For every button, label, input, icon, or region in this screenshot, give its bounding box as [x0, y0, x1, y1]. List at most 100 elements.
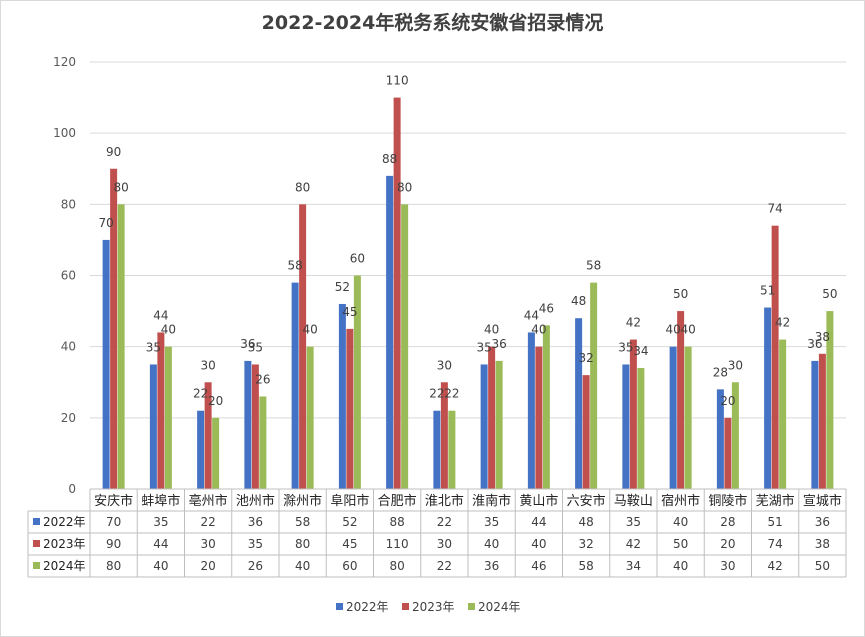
- bar-1-12: [677, 311, 685, 489]
- data-label: 20: [208, 394, 223, 408]
- table-cell: 50: [815, 559, 830, 573]
- bar-0-2: [197, 410, 205, 489]
- data-label: 40: [665, 323, 680, 337]
- table-cell: 40: [153, 559, 168, 573]
- bar-0-6: [386, 175, 394, 489]
- bar-1-5: [346, 328, 354, 489]
- table-cell: 26: [248, 559, 263, 573]
- category-label: 黄山市: [519, 493, 558, 509]
- bar-0-15: [811, 360, 819, 489]
- bar-2-10: [590, 282, 598, 489]
- bar-1-9: [535, 346, 543, 489]
- data-label: 28: [713, 365, 728, 379]
- data-label: 90: [106, 145, 121, 159]
- data-label: 30: [437, 358, 452, 372]
- table-series-name: 2024年: [43, 559, 86, 573]
- category-label: 亳州市: [189, 493, 228, 509]
- data-label: 36: [240, 337, 255, 351]
- data-label: 58: [586, 259, 601, 273]
- data-label: 42: [626, 316, 641, 330]
- category-label: 池州市: [236, 493, 275, 509]
- table-cell: 40: [484, 537, 499, 551]
- table-series-name: 2023年: [43, 537, 86, 551]
- data-label: 35: [248, 340, 263, 354]
- data-label: 48: [571, 294, 586, 308]
- category-label: 六安市: [567, 493, 606, 509]
- bar-2-15: [826, 311, 834, 489]
- table-cell: 34: [626, 559, 641, 573]
- bar-1-11: [629, 339, 637, 489]
- bar-1-4: [299, 204, 307, 490]
- bar-0-12: [669, 346, 677, 489]
- bar-0-9: [527, 332, 535, 489]
- table-cell: 80: [295, 537, 310, 551]
- chart-title: 2022-2024年税务系统安徽省招录情况: [261, 12, 604, 34]
- bar-0-10: [575, 318, 583, 489]
- bar-2-12: [684, 346, 692, 489]
- table-cell: 90: [106, 537, 121, 551]
- data-label: 80: [113, 180, 128, 194]
- table-cell: 40: [673, 559, 688, 573]
- data-label: 26: [255, 372, 270, 386]
- category-label: 宣城市: [803, 493, 842, 509]
- bar-0-0: [102, 239, 110, 489]
- legend-swatch: [468, 603, 475, 610]
- category-label: 蚌埠市: [141, 493, 180, 509]
- data-label: 50: [673, 287, 688, 301]
- table-cell: 28: [720, 515, 735, 529]
- table-cell: 58: [295, 515, 310, 529]
- data-label: 36: [807, 337, 822, 351]
- data-label: 46: [539, 301, 554, 315]
- bar-2-3: [259, 396, 267, 489]
- table-cell: 48: [578, 515, 593, 529]
- data-label: 36: [491, 337, 506, 351]
- data-label: 42: [775, 316, 790, 330]
- y-axis: 0 20 40 60 80 100 120: [53, 55, 76, 496]
- y-tick-label: 20: [61, 411, 76, 425]
- y-tick-label: 60: [61, 269, 76, 283]
- table-cell: 32: [578, 537, 593, 551]
- bar-0-14: [764, 307, 772, 489]
- data-label: 35: [146, 340, 161, 354]
- data-label: 80: [397, 180, 412, 194]
- data-label: 20: [720, 394, 735, 408]
- data-label: 40: [531, 323, 546, 337]
- bar-1-2: [204, 382, 212, 489]
- y-tick-label: 80: [61, 197, 76, 211]
- data-label: 44: [153, 308, 168, 322]
- table-cell: 30: [437, 537, 452, 551]
- bars: [102, 97, 834, 490]
- bar-1-3: [251, 364, 259, 489]
- table-cell: 35: [248, 537, 263, 551]
- data-label: 52: [335, 280, 350, 294]
- table-cell: 70: [106, 515, 121, 529]
- bar-2-1: [164, 346, 172, 489]
- category-label: 铜陵市: [708, 493, 747, 509]
- table-cell: 44: [531, 515, 546, 529]
- bar-1-10: [582, 375, 590, 489]
- data-label: 80: [295, 180, 310, 194]
- data-label: 32: [578, 351, 593, 365]
- table-cell: 80: [106, 559, 121, 573]
- bar-2-7: [448, 410, 456, 489]
- data-label: 60: [350, 252, 365, 266]
- bar-1-1: [157, 332, 165, 489]
- data-label: 45: [342, 305, 357, 319]
- category-label: 芜湖市: [756, 493, 795, 509]
- data-label: 51: [760, 284, 775, 298]
- bar-0-4: [291, 282, 299, 489]
- bar-0-13: [716, 389, 724, 489]
- data-label: 88: [382, 152, 397, 166]
- table-cell: 38: [815, 537, 830, 551]
- table-cell: 40: [531, 537, 546, 551]
- bar-0-1: [149, 364, 157, 489]
- bar-1-8: [488, 346, 496, 489]
- table-series-key: [33, 562, 40, 569]
- legend-label: 2024年: [478, 600, 521, 614]
- table-cell: 20: [200, 559, 215, 573]
- table-cell: 42: [767, 559, 782, 573]
- category-label: 马鞍山: [614, 493, 653, 509]
- table-cell: 30: [200, 537, 215, 551]
- table-cell: 74: [767, 537, 782, 551]
